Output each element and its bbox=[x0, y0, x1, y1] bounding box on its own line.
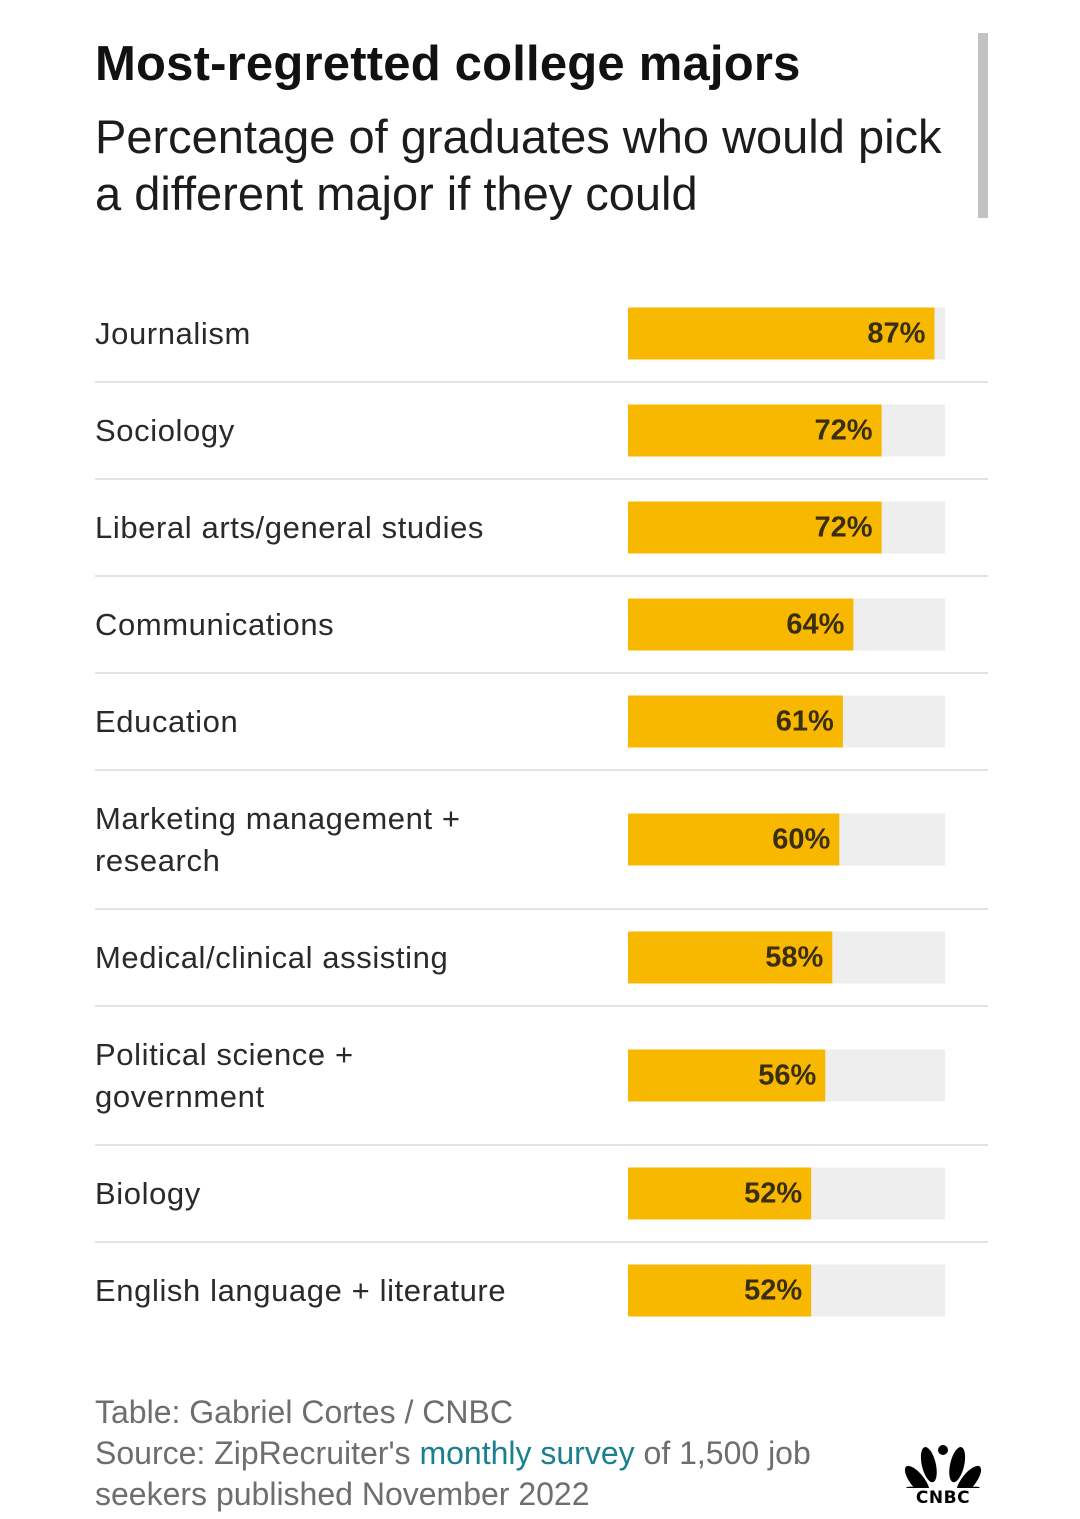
bar bbox=[628, 931, 833, 984]
table-credit: Table: Gabriel Cortes / CNBC bbox=[95, 1394, 513, 1430]
category-label: Liberal arts/general studies bbox=[95, 510, 484, 545]
survey-link[interactable]: monthly survey bbox=[419, 1435, 635, 1471]
source-prefix: Source: ZipRecruiter's bbox=[95, 1435, 420, 1471]
source-suffix: of 1,500 job seekers published November … bbox=[95, 1435, 811, 1512]
bar bbox=[628, 1264, 812, 1317]
value-label: 52% bbox=[744, 1178, 802, 1210]
bar bbox=[628, 813, 840, 866]
bar bbox=[628, 307, 935, 360]
category-label: Sociology bbox=[95, 413, 235, 448]
bar bbox=[628, 598, 854, 651]
bar bbox=[628, 501, 882, 554]
chart-subtitle: Percentage of graduates who would pick a… bbox=[95, 110, 942, 220]
value-label: 60% bbox=[772, 824, 830, 856]
category-label: government bbox=[95, 1079, 265, 1114]
footer: Table: Gabriel Cortes / CNBC Source: Zip… bbox=[95, 1392, 885, 1515]
value-label: 87% bbox=[867, 318, 925, 350]
cnbc-peacock-icon bbox=[904, 1445, 982, 1508]
chart-title: Most-regretted college majors bbox=[95, 37, 801, 91]
category-label: Marketing management + bbox=[95, 801, 461, 836]
category-label: English language + literature bbox=[95, 1273, 506, 1308]
bar bbox=[628, 1167, 812, 1220]
source-note: Source: ZipRecruiter's monthly survey of… bbox=[95, 1433, 885, 1515]
category-label: Political science + bbox=[95, 1037, 354, 1072]
value-label: 61% bbox=[776, 706, 834, 738]
category-label: Biology bbox=[95, 1176, 201, 1211]
value-label: 58% bbox=[765, 942, 823, 974]
value-label: 56% bbox=[758, 1060, 816, 1092]
bar bbox=[628, 695, 843, 748]
category-label: Communications bbox=[95, 607, 334, 642]
bar bbox=[628, 404, 882, 457]
category-label: Journalism bbox=[95, 316, 251, 351]
value-label: 72% bbox=[815, 512, 873, 544]
value-label: 52% bbox=[744, 1275, 802, 1307]
category-label: Medical/clinical assisting bbox=[95, 940, 448, 975]
scrollbar[interactable] bbox=[978, 33, 988, 218]
cnbc-wordmark: CNBC bbox=[915, 1488, 971, 1508]
cnbc-logo[interactable]: CNBC bbox=[896, 1436, 990, 1508]
category-label: research bbox=[95, 843, 220, 878]
value-label: 64% bbox=[786, 609, 844, 641]
bar bbox=[628, 1049, 826, 1102]
category-label: Education bbox=[95, 704, 238, 739]
value-label: 72% bbox=[815, 415, 873, 447]
